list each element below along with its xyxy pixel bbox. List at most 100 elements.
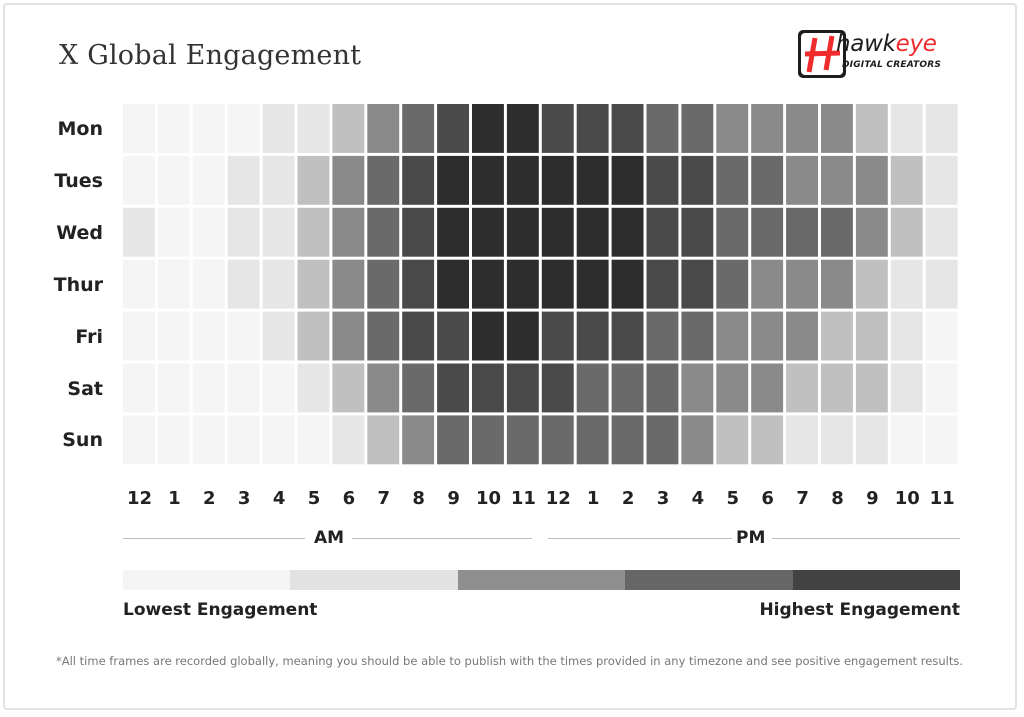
heatmap-cell-wed-5 — [297, 207, 330, 257]
heatmap-cell-mon-22 — [890, 104, 923, 153]
heatmap-cell-mon-7 — [367, 104, 400, 153]
hour-label-8: 8 — [412, 488, 425, 509]
heatmap-cell-tues-16 — [681, 155, 714, 205]
heatmap-cell-mon-13 — [576, 104, 609, 153]
heatmap-cell-fri-15 — [646, 311, 679, 361]
heatmap-cell-wed-14 — [611, 207, 644, 257]
heatmap-cell-thur-14 — [611, 259, 644, 309]
hour-label-23: 11 — [929, 488, 955, 509]
day-label-fri: Fri — [75, 325, 103, 348]
heatmap-cell-sat-11 — [506, 363, 539, 413]
heatmap-cell-thur-9 — [437, 259, 469, 309]
heatmap-cell-wed-4 — [262, 207, 295, 257]
heatmap-cell-wed-8 — [402, 207, 435, 257]
heatmap-cell-sat-0 — [123, 363, 155, 413]
heatmap-cell-thur-1 — [157, 259, 190, 309]
heatmap-cell-fri-9 — [437, 311, 469, 361]
hour-label-16: 4 — [691, 488, 705, 509]
heatmap-cell-thur-22 — [890, 259, 923, 309]
heatmap-cell-thur-12 — [541, 259, 574, 309]
heatmap-cell-tues-21 — [855, 155, 888, 205]
heatmap-cell-fri-5 — [297, 311, 330, 361]
heatmap-cell-fri-6 — [332, 311, 365, 361]
logo-wordmark-red: eye — [895, 31, 937, 57]
heatmap-cell-wed-9 — [437, 207, 469, 257]
hour-label-19: 7 — [796, 488, 809, 509]
heatmap-cell-sun-4 — [262, 415, 295, 465]
heatmap-cell-sun-6 — [332, 415, 365, 465]
heatmap-cell-sat-23 — [925, 363, 958, 413]
heatmap-cell-fri-16 — [681, 311, 714, 361]
heatmap-cell-wed-13 — [576, 207, 609, 257]
heatmap-cell-mon-11 — [506, 104, 539, 153]
hour-label-3: 3 — [237, 488, 251, 509]
heatmap-cell-thur-13 — [576, 259, 609, 309]
heatmap-cell-wed-3 — [227, 207, 260, 257]
heatmap-cell-sun-18 — [751, 415, 784, 465]
heatmap-cell-sun-8 — [402, 415, 435, 465]
heatmap-cell-wed-21 — [855, 207, 888, 257]
heatmap-cell-wed-2 — [192, 207, 225, 257]
logo-mark-icon — [798, 30, 846, 78]
heatmap-cell-thur-2 — [192, 259, 225, 309]
hour-label-10: 10 — [475, 488, 502, 509]
heatmap-cell-sat-18 — [751, 363, 784, 413]
hour-label-4: 4 — [272, 488, 286, 509]
heatmap-cell-tues-18 — [751, 155, 784, 205]
hour-label-12: 12 — [545, 488, 571, 509]
heatmap-cell-tues-11 — [506, 155, 539, 205]
day-label-thur: Thur — [53, 273, 103, 296]
heatmap-cell-wed-15 — [646, 207, 679, 257]
heatmap-cell-mon-19 — [786, 104, 818, 153]
heatmap-cell-mon-23 — [925, 104, 958, 153]
heatmap-cell-thur-3 — [227, 259, 260, 309]
heatmap-cell-mon-6 — [332, 104, 365, 153]
heatmap-cell-sat-19 — [786, 363, 818, 413]
heatmap-cell-mon-9 — [437, 104, 469, 153]
heatmap-cell-wed-0 — [123, 207, 155, 257]
heatmap-cell-thur-10 — [472, 259, 504, 309]
heatmap-cell-mon-0 — [123, 104, 155, 153]
heatmap-cell-tues-19 — [786, 155, 818, 205]
heatmap-cell-sun-12 — [541, 415, 574, 465]
legend-low-label: Lowest Engagement — [123, 600, 318, 620]
heatmap-cell-fri-17 — [716, 311, 749, 361]
hour-label-0: 12 — [126, 488, 153, 509]
heatmap-cell-sat-4 — [262, 363, 295, 413]
legend-segment-4 — [625, 570, 793, 590]
heatmap-cell-sun-13 — [576, 415, 609, 465]
heatmap-cell-wed-6 — [332, 207, 365, 257]
am-line-right — [352, 538, 532, 539]
heatmap-cell-sat-17 — [716, 363, 749, 413]
hour-label-22: 10 — [894, 488, 920, 509]
legend-segment-2 — [290, 570, 458, 590]
heatmap-cell-sun-20 — [821, 415, 853, 465]
heatmap-cell-mon-21 — [855, 104, 888, 153]
heatmap-cell-mon-18 — [751, 104, 784, 153]
heatmap-cell-mon-10 — [472, 104, 504, 153]
hour-label-7: 7 — [377, 488, 391, 509]
heatmap-cell-thur-23 — [925, 259, 958, 309]
heatmap-cell-sat-6 — [332, 363, 365, 413]
heatmap-cell-tues-13 — [576, 155, 609, 205]
heatmap-cell-tues-14 — [611, 155, 644, 205]
heatmap-cell-fri-20 — [821, 311, 853, 361]
hour-label-14: 2 — [621, 488, 635, 509]
heatmap-cell-thur-20 — [821, 259, 853, 309]
heatmap-cell-tues-3 — [227, 155, 260, 205]
logo-tagline: DIGITAL CREATORS — [842, 60, 942, 70]
heatmap-cell-wed-12 — [541, 207, 574, 257]
day-label-sun: Sun — [62, 429, 103, 452]
heatmap-cell-sun-17 — [716, 415, 749, 465]
heatmap-cell-mon-17 — [716, 104, 749, 153]
heatmap-cell-tues-6 — [332, 155, 365, 205]
heatmap-cell-thur-5 — [297, 259, 330, 309]
hour-label-6: 6 — [342, 488, 356, 509]
legend-high-label: Highest Engagement — [759, 600, 960, 620]
day-label-wed: Wed — [56, 221, 103, 244]
hawkeye-logo: hawkeye DIGITAL CREATORS — [798, 30, 968, 84]
heatmap-cell-fri-3 — [227, 311, 260, 361]
hour-label-5: 5 — [307, 488, 321, 509]
heatmap-cell-sat-1 — [157, 363, 190, 413]
